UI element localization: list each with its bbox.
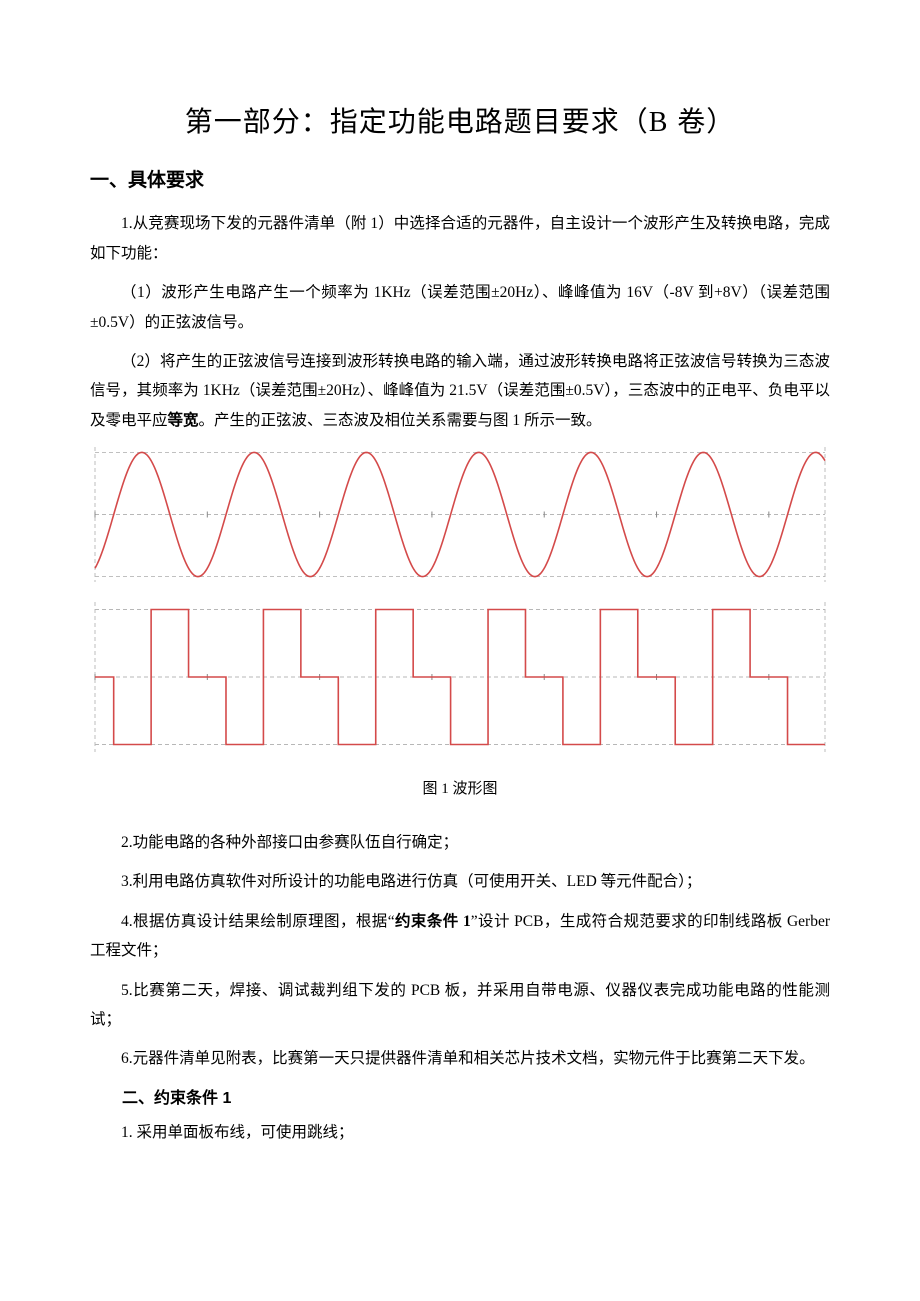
sec2-para-1: 1. 采用单面板布线，可使用跳线； bbox=[90, 1118, 830, 1147]
title-tail: 卷） bbox=[668, 106, 735, 137]
para-3: （2）将产生的正弦波信号连接到波形转换电路的输入端，通过波形转换电路将正弦波信号… bbox=[90, 347, 830, 435]
para-4: 2.功能电路的各种外部接口由参赛队伍自行确定； bbox=[90, 828, 830, 857]
title-main: 第一部分：指定功能电路题目要求（ bbox=[185, 106, 649, 137]
section-2-heading: 二、约束条件 1 bbox=[122, 1084, 830, 1114]
title-latin: B bbox=[649, 107, 669, 138]
para-1: 1.从竞赛现场下发的元器件清单（附 1）中选择合适的元器件，自主设计一个波形产生… bbox=[90, 209, 830, 268]
figure-caption: 图 1 波形图 bbox=[90, 775, 830, 804]
para-2: （1）波形产生电路产生一个频率为 1KHz（误差范围±20Hz）、峰峰值为 16… bbox=[90, 278, 830, 337]
section-1-heading: 一、具体要求 bbox=[90, 163, 830, 199]
para-6: 4.根据仿真设计结果绘制原理图，根据“约束条件 1”设计 PCB，生成符合规范要… bbox=[90, 907, 830, 966]
waveform-figure bbox=[90, 447, 830, 767]
para-7: 5.比赛第二天，焊接、调试裁判组下发的 PCB 板，并采用自带电源、仪器仪表完成… bbox=[90, 976, 830, 1035]
page-title: 第一部分：指定功能电路题目要求（B 卷） bbox=[90, 95, 830, 149]
waveform-svg bbox=[90, 447, 830, 767]
para-5: 3.利用电路仿真软件对所设计的功能电路进行仿真（可使用开关、LED 等元件配合）… bbox=[90, 867, 830, 896]
para-8: 6.元器件清单见附表，比赛第一天只提供器件清单和相关芯片技术文档，实物元件于比赛… bbox=[90, 1044, 830, 1073]
